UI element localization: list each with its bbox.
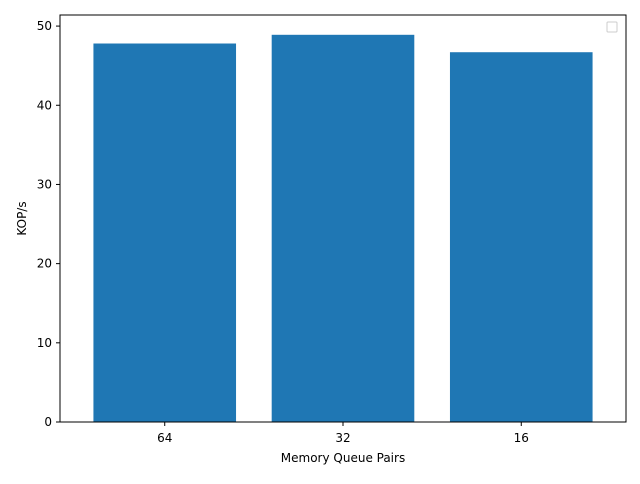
y-tick-label: 50 — [37, 19, 52, 33]
x-tick-label: 64 — [157, 431, 172, 445]
y-tick-label: 30 — [37, 177, 52, 191]
bars-layer — [93, 34, 593, 423]
y-axis-ticks: 0 10 20 30 40 50 — [37, 19, 60, 429]
x-axis-ticks: 64 32 16 — [157, 422, 529, 445]
bar-16 — [449, 52, 593, 422]
x-tick-label: 16 — [514, 431, 529, 445]
bar-64 — [93, 43, 237, 422]
legend-box — [606, 21, 618, 33]
y-tick-label: 0 — [44, 415, 52, 429]
y-tick-label: 10 — [37, 336, 52, 350]
x-axis-label: Memory Queue Pairs — [281, 451, 405, 465]
x-tick-label: 32 — [335, 431, 350, 445]
plot-frame — [59, 14, 627, 423]
y-tick-label: 20 — [37, 257, 52, 271]
y-axis-label: KOP/s — [15, 201, 29, 235]
y-tick-label: 40 — [37, 98, 52, 112]
bar-32 — [271, 34, 415, 423]
